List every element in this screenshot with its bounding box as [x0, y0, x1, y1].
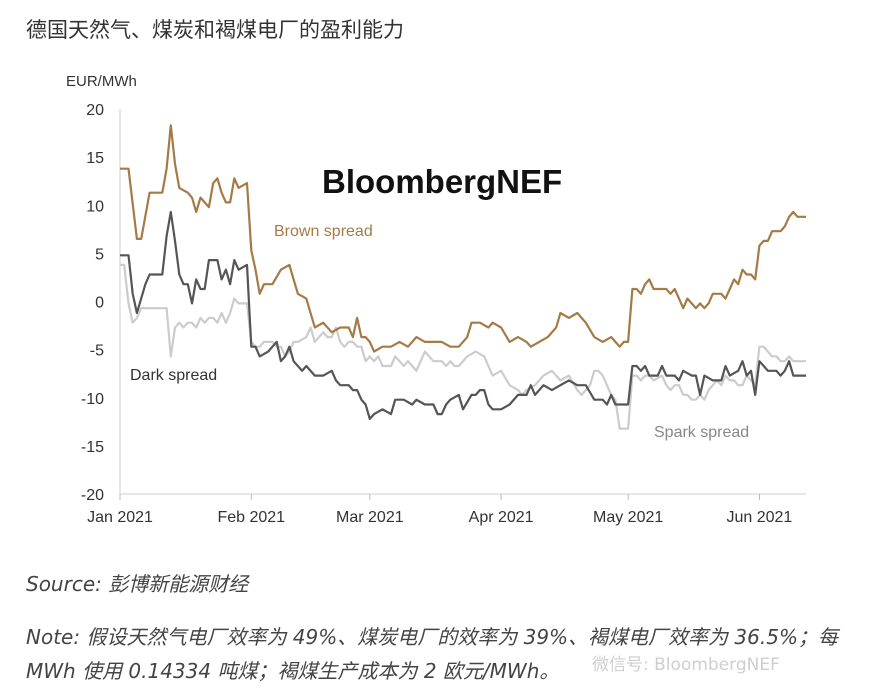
y-tick-label: 10	[86, 198, 104, 215]
series-label-brown: Brown spread	[274, 223, 373, 240]
footnote: Note: 假设天然气电厂效率为 49%、煤炭电厂的效率为 39%、褐煤电厂效率…	[26, 625, 838, 683]
y-tick-label: -10	[81, 391, 104, 408]
y-tick-label: 20	[86, 102, 104, 119]
series-layer	[120, 124, 806, 430]
series-line-dark-spread	[120, 210, 806, 420]
series-label-dark: Dark spread	[130, 367, 217, 384]
x-tick-label: Feb 2021	[217, 509, 285, 526]
x-tick-label: Jun 2021	[726, 509, 792, 526]
y-tick-label: 0	[95, 295, 104, 312]
y-tick-label: -20	[81, 487, 104, 504]
source-note: Source: 彭博新能源财经	[26, 572, 249, 596]
x-tick-label: Jan 2021	[87, 509, 153, 526]
line-chart: EUR/MWh BloombergNEF 20 15 10 5 0 -5 -10 -15 -20…	[66, 73, 806, 526]
chart-title: 德国天然气、煤炭和褐煤电厂的盈利能力	[26, 18, 404, 42]
series-line-spark-spread	[120, 263, 806, 430]
y-tick-label: -15	[81, 439, 104, 456]
series-line-brown-spread	[120, 124, 806, 353]
x-axis: Jan 2021 Feb 2021 Mar 2021 Apr 2021 May 2021…	[87, 493, 806, 526]
y-tick-label: 15	[86, 150, 104, 167]
y-axis: 20 15 10 5 0 -5 -10 -15 -20	[81, 102, 121, 504]
brand-label: BloombergNEF	[322, 163, 562, 200]
x-tick-label: Apr 2021	[469, 509, 534, 526]
x-tick-label: May 2021	[593, 509, 663, 526]
x-tick-label: Mar 2021	[336, 509, 404, 526]
y-tick-label: 5	[95, 246, 104, 263]
y-tick-label: -5	[90, 343, 104, 360]
y-axis-label: EUR/MWh	[66, 73, 137, 90]
watermark: 微信号: BloombergNEF	[592, 655, 780, 675]
series-label-spark: Spark spread	[654, 424, 749, 441]
